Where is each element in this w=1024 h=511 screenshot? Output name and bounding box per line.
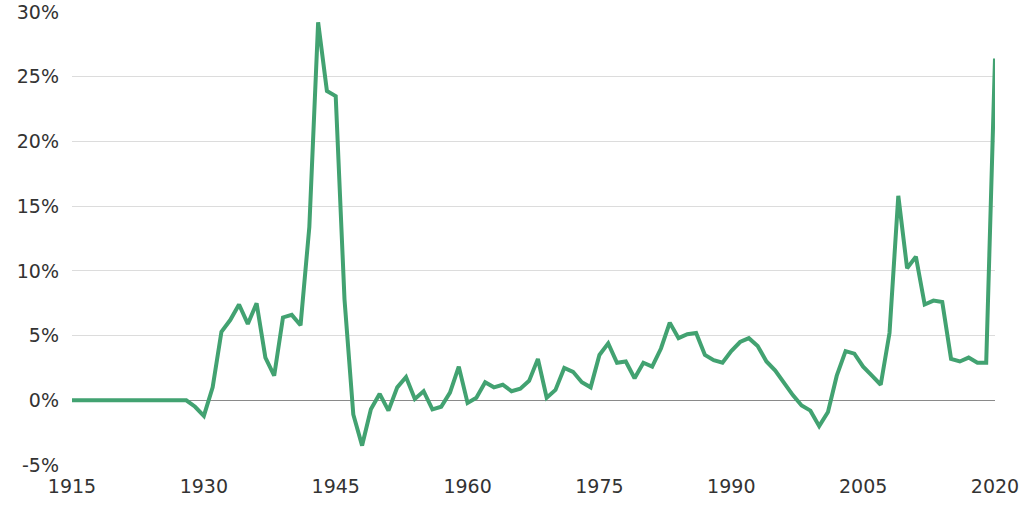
- svg-text:1990: 1990: [707, 475, 755, 497]
- svg-text:1960: 1960: [443, 475, 491, 497]
- svg-text:1975: 1975: [575, 475, 623, 497]
- svg-text:10%: 10%: [17, 260, 59, 282]
- svg-text:15%: 15%: [17, 195, 59, 217]
- svg-text:0%: 0%: [29, 389, 59, 411]
- svg-text:20%: 20%: [17, 130, 59, 152]
- svg-text:2005: 2005: [839, 475, 887, 497]
- svg-text:2020: 2020: [971, 475, 1019, 497]
- svg-text:1915: 1915: [48, 475, 96, 497]
- svg-text:1945: 1945: [312, 475, 360, 497]
- svg-text:5%: 5%: [29, 324, 59, 346]
- svg-text:25%: 25%: [17, 65, 59, 87]
- svg-text:30%: 30%: [17, 1, 59, 23]
- svg-text:-5%: -5%: [22, 454, 59, 476]
- svg-text:1930: 1930: [180, 475, 228, 497]
